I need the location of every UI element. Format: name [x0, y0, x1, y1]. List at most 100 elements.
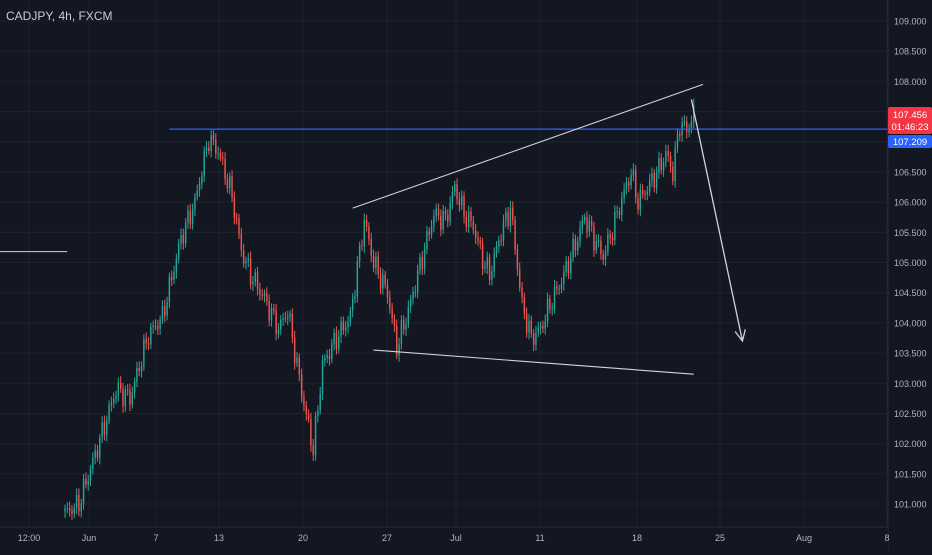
last-price-badge[interactable]: 107.456 01:46:23: [888, 107, 932, 134]
candle: [117, 377, 120, 402]
candle-body: [173, 272, 175, 280]
candle-body: [68, 508, 71, 511]
candle-body: [560, 284, 563, 289]
candle: [92, 452, 94, 475]
candle: [379, 267, 382, 295]
candle-body: [588, 221, 591, 232]
candle-body: [233, 198, 236, 219]
candle-body: [509, 207, 512, 227]
candle-body: [616, 211, 618, 213]
candle-body: [611, 237, 614, 241]
candle: [259, 282, 261, 301]
candle-body: [514, 219, 516, 250]
candle: [403, 315, 405, 336]
candle: [614, 205, 616, 246]
candle: [261, 288, 263, 301]
candle-body: [215, 139, 217, 154]
candle-body: [581, 220, 584, 228]
candle: [549, 294, 551, 314]
candle-body: [449, 202, 451, 222]
candle-body: [572, 238, 574, 258]
candle: [428, 227, 430, 242]
candle: [658, 151, 660, 179]
candle: [530, 315, 533, 338]
candle: [345, 320, 347, 337]
candle-body: [354, 296, 356, 299]
candle: [363, 213, 365, 253]
candle-body: [377, 256, 379, 274]
candle-body: [140, 366, 143, 372]
candles-layer: [64, 98, 695, 520]
candle-body: [409, 299, 412, 307]
candle: [94, 443, 96, 465]
candle-body: [470, 211, 472, 222]
price-label: 103.500: [894, 349, 927, 359]
candle-body: [117, 382, 120, 396]
candle: [240, 227, 243, 257]
candle: [414, 285, 417, 298]
candle: [577, 236, 579, 256]
candle-body: [532, 333, 535, 345]
candle: [280, 315, 282, 336]
candle: [287, 310, 289, 326]
candle: [474, 223, 477, 245]
candle: [467, 205, 470, 233]
candle-body: [326, 355, 328, 358]
candle-body: [129, 390, 131, 405]
price-label: 106.500: [894, 167, 927, 177]
time-axis-panel[interactable]: [0, 527, 888, 550]
candle-body: [525, 313, 528, 333]
time-label: 20: [298, 533, 308, 543]
candle-body: [416, 270, 419, 292]
candle-body: [110, 402, 113, 405]
time-label: 13: [214, 533, 224, 543]
candle: [238, 214, 240, 240]
candle-body: [590, 221, 593, 227]
price-axis-panel[interactable]: [888, 0, 932, 550]
candle: [484, 260, 486, 273]
candle: [523, 292, 526, 320]
candle-body: [653, 173, 655, 188]
candle-body: [430, 225, 433, 235]
candle: [463, 191, 465, 224]
candle-body: [150, 327, 152, 345]
candle-body: [122, 389, 124, 407]
time-label: 8: [884, 533, 889, 543]
candle: [268, 294, 270, 327]
price-label: 109.000: [894, 17, 927, 27]
candle: [217, 146, 219, 160]
candle-body: [365, 219, 368, 227]
candle-body: [641, 190, 644, 194]
candle-body: [472, 221, 475, 231]
candle: [331, 339, 333, 364]
candle-body: [171, 276, 173, 280]
candle-body: [426, 231, 428, 250]
candle: [509, 200, 512, 233]
candle: [384, 270, 386, 289]
candle-body: [556, 286, 558, 289]
candle-body: [593, 226, 595, 251]
symbol-title[interactable]: CADJPY, 4h, FXCM: [6, 9, 113, 23]
candle: [150, 322, 152, 350]
candle-body: [99, 437, 101, 458]
candle-body: [574, 238, 577, 251]
candle: [456, 178, 458, 205]
candle-body: [321, 360, 324, 394]
candle: [546, 292, 549, 328]
candle-body: [519, 269, 521, 288]
level-price-badge[interactable]: 107.209: [888, 135, 932, 148]
candle-body: [235, 218, 238, 220]
candle: [590, 215, 593, 232]
candle: [71, 505, 73, 520]
candle: [66, 502, 69, 514]
candle-body: [280, 319, 282, 330]
candle: [616, 205, 618, 219]
time-label: 11: [535, 533, 544, 543]
candle: [447, 209, 449, 228]
candle: [400, 315, 403, 350]
price-label: 108.500: [894, 47, 927, 57]
candle-body: [618, 211, 621, 216]
candle: [80, 498, 82, 518]
